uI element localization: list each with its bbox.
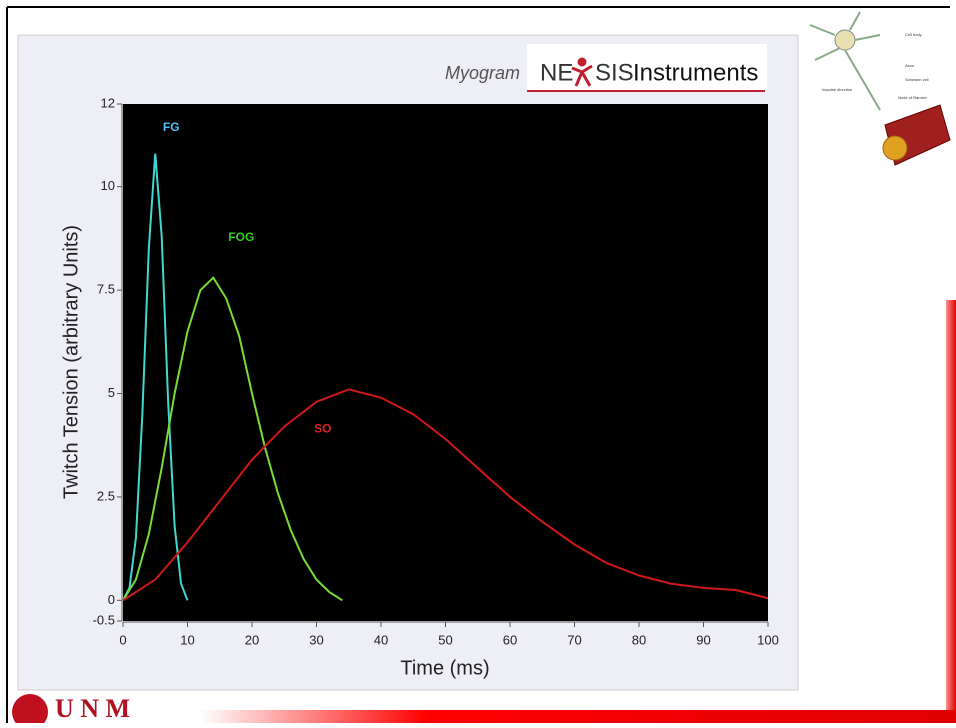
brand-box xyxy=(527,44,767,92)
x-tick-label: 50 xyxy=(438,632,452,647)
series-label: FOG xyxy=(228,230,254,244)
illustration-label: Axon xyxy=(905,63,914,68)
logo-mark xyxy=(12,694,48,728)
x-tick-label: 70 xyxy=(567,632,581,647)
y-tick-label: 10 xyxy=(101,178,115,193)
brand: SIS xyxy=(595,59,634,86)
x-axis-title: Time (ms) xyxy=(400,657,489,679)
x-tick-label: 80 xyxy=(632,632,646,647)
y-tick-label: 12 xyxy=(101,95,115,110)
x-tick-label: 30 xyxy=(309,632,323,647)
illustration-label: Impulse direction xyxy=(822,87,852,92)
brand: Instruments xyxy=(633,59,758,86)
series-line xyxy=(122,388,769,602)
series-line xyxy=(122,153,189,601)
illustration-label: Cell body xyxy=(905,32,922,37)
red-bar xyxy=(946,300,956,723)
series-label: SO xyxy=(314,422,331,436)
x-tick-label: 90 xyxy=(696,632,710,647)
y-tick-label: 2.5 xyxy=(97,488,115,503)
x-tick-label: 100 xyxy=(757,632,779,647)
series-line xyxy=(122,276,343,602)
y-tick-label: 5 xyxy=(108,385,115,400)
y-tick-label: 0 xyxy=(108,592,115,607)
x-tick-label: 0 xyxy=(119,632,126,647)
y-axis-title: Twitch Tension (arbitrary Units) xyxy=(60,225,82,499)
x-tick-label: 10 xyxy=(180,632,194,647)
illustration-label: Schwann cell xyxy=(905,77,929,82)
red-bar xyxy=(200,710,956,723)
plot-area xyxy=(123,104,768,621)
brand-figure xyxy=(571,57,593,87)
x-tick-label: 20 xyxy=(245,632,259,647)
logo: U N M xyxy=(55,694,130,723)
illustration-label: Node of Ranvier xyxy=(898,95,928,100)
brand: NE xyxy=(540,59,573,86)
x-tick-label: 60 xyxy=(503,632,517,647)
series-label: FG xyxy=(163,120,180,134)
caption: Myogram xyxy=(445,63,520,83)
x-tick-label: 40 xyxy=(374,632,388,647)
y-tick-label: 7.5 xyxy=(97,282,115,297)
y-tick-label: -0.5 xyxy=(93,612,115,627)
neuron-illustration: Cell body Axon Schwann cell Impulse dire… xyxy=(809,11,951,166)
